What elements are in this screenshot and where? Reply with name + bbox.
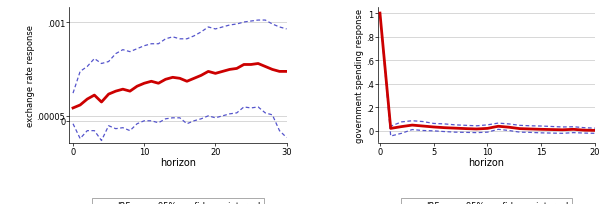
X-axis label: horizon: horizon [160,157,196,167]
X-axis label: horizon: horizon [468,157,504,167]
Y-axis label: government spending response: government spending response [355,9,364,142]
Y-axis label: exchange rate response: exchange rate response [26,25,35,126]
Legend: IRF, 95% confidence interval: IRF, 95% confidence interval [92,198,264,204]
Legend: IRF, 95% confidence interval: IRF, 95% confidence interval [400,198,572,204]
